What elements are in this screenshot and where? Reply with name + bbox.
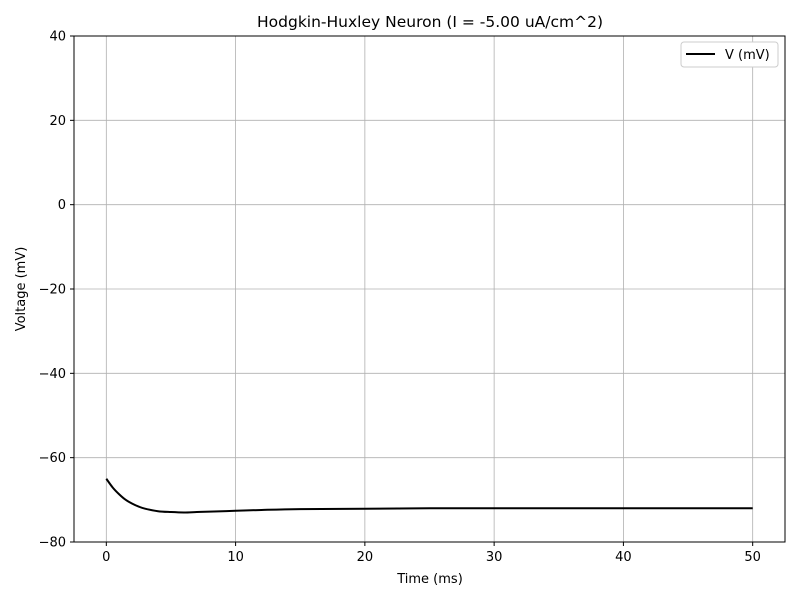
x-tick-label: 30 [486,550,503,565]
ticks: 0 10 20 30 40 50 −80 −60 −40 −20 0 20 40 [39,30,761,566]
y-tick-label: −60 [39,451,66,466]
y-tick-label: 40 [49,30,66,45]
legend: V (mV) [680,41,779,68]
legend-box [680,41,779,68]
y-tick-label: −40 [39,367,66,382]
x-tick-label: 10 [227,550,244,565]
y-tick-label: −20 [39,283,66,298]
y-axis-label: Voltage (mV) [14,247,29,332]
y-tick-label: 0 [58,198,66,213]
chart-title: Hodgkin-Huxley Neuron (I = -5.00 uA/cm^2… [257,13,603,31]
series-layer [105,478,753,514]
legend-label: V (mV) [725,48,770,63]
x-tick-label: 50 [744,550,761,565]
y-tick-label: −80 [39,536,66,551]
x-tick-label: 20 [357,550,374,565]
x-tick-label: 0 [102,550,110,565]
x-axis-label: Time (ms) [396,572,463,587]
y-tick-label: 20 [49,114,66,129]
series-line-voltage [105,478,753,514]
x-tick-label: 40 [615,550,632,565]
